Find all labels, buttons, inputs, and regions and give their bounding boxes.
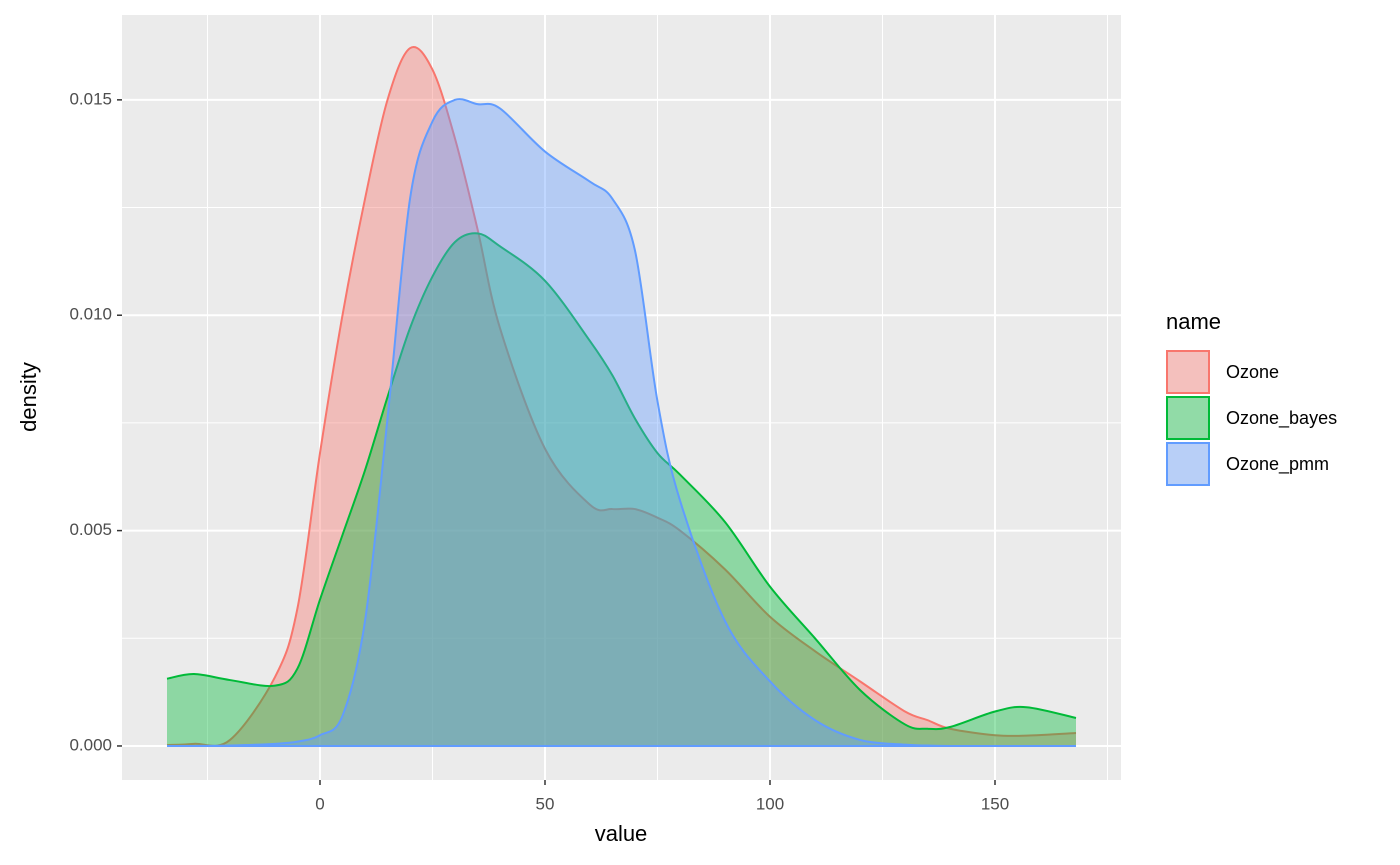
grid — [122, 15, 1121, 780]
y-tick-label: 0.010 — [69, 305, 112, 324]
x-tick-label: 0 — [315, 794, 324, 813]
legend-key — [1166, 350, 1210, 394]
x-tick-label: 100 — [756, 794, 784, 813]
x-tick-label: 150 — [981, 794, 1009, 813]
density-area — [167, 46, 1076, 746]
axes: 0 50 100 150 0.000 0.005 0.010 0.015 — [69, 89, 1009, 813]
legend-label: Ozone_bayes — [1226, 408, 1337, 429]
legend-label: Ozone — [1226, 362, 1279, 382]
legend-key-bg — [1166, 396, 1210, 440]
density-line — [166, 46, 1077, 747]
x-axis-title: value — [595, 821, 648, 846]
legend-label: Ozone_pmm — [1226, 454, 1329, 475]
y-axis-title: density — [16, 362, 41, 432]
legend-key — [1166, 442, 1210, 486]
density-areas — [166, 46, 1077, 748]
density-line — [166, 232, 1077, 731]
density-area — [167, 233, 1076, 746]
density-line — [166, 98, 1076, 748]
legend-title: name — [1166, 309, 1221, 334]
y-tick-label: 0.005 — [69, 520, 112, 539]
y-tick-label: 0.000 — [69, 735, 112, 754]
density-area — [167, 99, 1076, 747]
y-tick-label: 0.015 — [69, 89, 112, 108]
panel — [122, 15, 1121, 780]
legend: Ozone Ozone_bayes Ozone_pmm — [1166, 350, 1337, 486]
legend-key-bg — [1166, 442, 1210, 486]
legend-key — [1166, 396, 1210, 440]
x-tick-label: 50 — [536, 794, 555, 813]
legend-key-bg — [1166, 350, 1210, 394]
